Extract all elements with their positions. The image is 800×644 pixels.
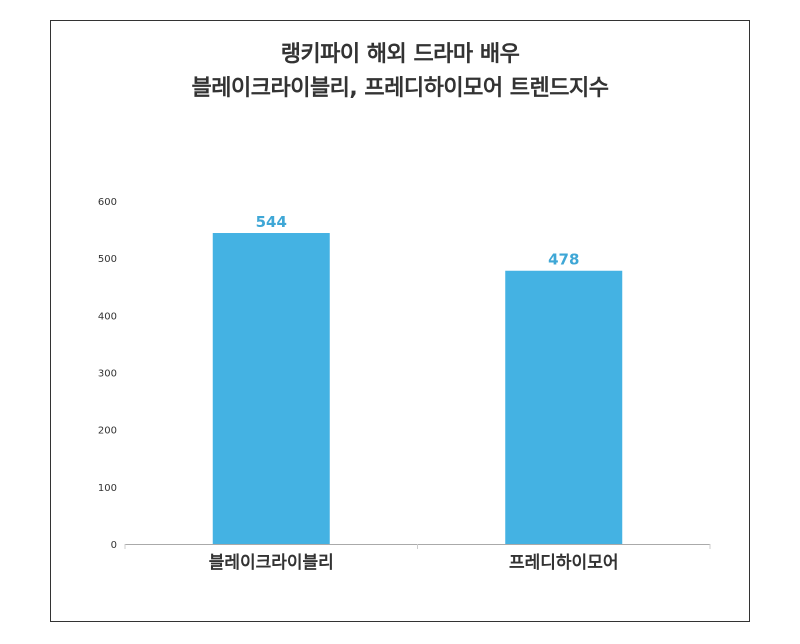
data-label: 544: [256, 213, 287, 231]
chart-title-line-1: 랭키파이 해외 드라마 배우: [280, 42, 520, 67]
data-label: 478: [548, 251, 579, 269]
y-tick-label: 0: [111, 540, 117, 551]
y-tick-label: 600: [98, 197, 117, 208]
y-tick-label: 200: [98, 426, 117, 437]
bar: [505, 270, 623, 544]
y-tick-label: 500: [98, 254, 117, 265]
chart-frame: [50, 20, 750, 622]
bar: [212, 233, 330, 544]
x-category-label: 블레이크라이블리: [209, 553, 334, 573]
x-category-label: 프레디하이모어: [509, 553, 618, 573]
chart-title-line-2: 블레이크라이블리, 프레디하이모어 트렌드지수: [191, 76, 609, 101]
y-tick-label: 100: [98, 483, 117, 494]
y-tick-label: 300: [98, 369, 117, 380]
y-tick-label: 400: [98, 311, 117, 322]
